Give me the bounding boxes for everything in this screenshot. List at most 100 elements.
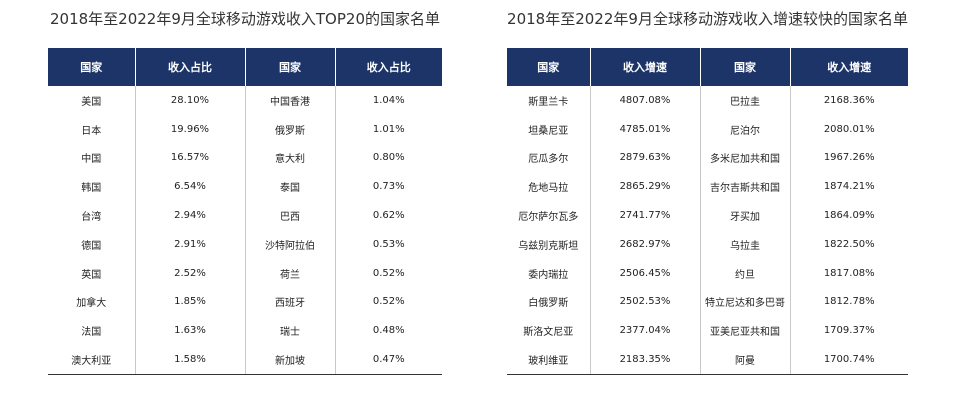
table-cell: 4785.01% — [589, 114, 700, 144]
table-cell: 加拿大 — [76, 298, 107, 310]
table-row: 白俄罗斯 2502.53% 特立尼达和多巴哥 1812.78% — [507, 287, 908, 317]
column-header: 收入占比 — [334, 48, 442, 86]
column-header: 国家 — [507, 48, 590, 86]
table-cell: 1700.74% — [789, 345, 908, 375]
table-cell: 2.94% — [134, 201, 245, 230]
table-cell: 斯洛文尼亚 — [523, 327, 574, 339]
table-cell: 0.62% — [334, 201, 442, 230]
table-row: 韩国 6.54% 泰国 0.73% — [48, 172, 442, 202]
column-header: 国家 — [48, 48, 135, 86]
table-cell: 台湾 — [81, 212, 102, 224]
table-cell: 荷兰 — [244, 258, 335, 288]
table-cell: 俄罗斯 — [244, 114, 335, 144]
table-cell: 亚美尼亚共和国 — [699, 316, 790, 346]
table-cell: 巴拉圭 — [699, 86, 790, 115]
table-cell: 1967.26% — [789, 143, 908, 173]
table-cell: 美国 — [81, 96, 102, 108]
table-cell: 泰国 — [244, 172, 335, 202]
table-cell: 19.96% — [134, 114, 245, 144]
table-cell: 乌拉圭 — [699, 229, 790, 259]
table-cell: 西班牙 — [244, 287, 335, 317]
table-cell: 2506.45% — [589, 258, 700, 288]
table-cell: 玻利维亚 — [507, 345, 590, 375]
table-cell: 2.52% — [134, 258, 245, 288]
table-row: 加拿大 1.85% 西班牙 0.52% — [48, 287, 442, 317]
table-cell: 吉尔吉斯共和国 — [699, 172, 790, 202]
table-row: 英国 2.52% 荷兰 0.52% — [48, 258, 442, 288]
table-title: 2018年至2022年9月全球移动游戏收入增速较快的国家名单 — [507, 10, 908, 28]
table-row: 厄瓜多尔 2879.63% 多米尼加共和国 1967.26% — [507, 143, 908, 173]
table-cell: 2168.36% — [789, 86, 908, 115]
table-row: 台湾 2.94% 巴西 0.62% — [48, 201, 442, 230]
table-cell: 1709.37% — [789, 316, 908, 346]
table-cell: 阿曼 — [699, 345, 790, 375]
table-cell: 1864.09% — [789, 201, 908, 230]
header-row: 国家 收入占比 国家 收入占比 — [48, 48, 442, 86]
table-cell: 1.58% — [134, 345, 245, 375]
table-row: 美国 28.10% 中国香港 1.04% — [48, 86, 442, 115]
column-header: 国家 — [699, 48, 790, 86]
table-cell: 1812.78% — [789, 287, 908, 317]
table-cell: 尼泊尔 — [699, 114, 790, 144]
table-cell: 约旦 — [699, 258, 790, 288]
column-header: 收入增速 — [789, 48, 908, 86]
table-cell: 厄瓜多尔 — [528, 154, 569, 166]
table-cell: 2741.77% — [589, 201, 700, 230]
table-cell: 2865.29% — [589, 172, 700, 202]
table-cell: 1817.08% — [789, 258, 908, 288]
table-cell: 0.73% — [334, 172, 442, 202]
table-cell: 0.47% — [334, 345, 442, 375]
table-row: 法国 1.63% 瑞士 0.48% — [48, 316, 442, 346]
table-cell: 乌兹别克斯坦 — [518, 240, 579, 252]
table-cell: 0.53% — [334, 229, 442, 259]
table-cell: 1.85% — [134, 287, 245, 317]
table-cell: 德国 — [81, 240, 102, 252]
table-cell: 危地马拉 — [528, 183, 569, 195]
table-cell: 1.04% — [334, 86, 442, 115]
table-cell: 2879.63% — [589, 143, 700, 173]
table-cell: 0.48% — [334, 316, 442, 346]
data-table: 国家 收入增速 国家 收入增速 斯里兰卡 4807.08% 巴拉圭 2168.36% 坦桑尼亚 4… — [507, 48, 908, 375]
table-row: 斯洛文尼亚 2377.04% 亚美尼亚共和国 1709.37% — [507, 316, 908, 346]
table-cell: 多米尼加共和国 — [699, 143, 790, 173]
table-cell: 斯里兰卡 — [528, 96, 569, 108]
table-row: 坦桑尼亚 4785.01% 尼泊尔 2080.01% — [507, 114, 908, 144]
column-header: 收入增速 — [589, 48, 700, 86]
table-cell: 中国 — [81, 154, 102, 166]
table-cell: 0.80% — [334, 143, 442, 173]
table-cell: 4807.08% — [589, 86, 700, 115]
table-row: 厄尔萨尔瓦多 2741.77% 牙买加 1864.09% — [507, 201, 908, 230]
table-cell: 2183.35% — [589, 345, 700, 375]
table-cell: 0.52% — [334, 287, 442, 317]
table-cell: 英国 — [81, 269, 102, 281]
table-cell: 28.10% — [134, 86, 245, 115]
table-cell: 沙特阿拉伯 — [244, 229, 335, 259]
table-cell: 2377.04% — [589, 316, 700, 346]
table-row: 中国 16.57% 意大利 0.80% — [48, 143, 442, 173]
table-cell: 1822.50% — [789, 229, 908, 259]
table-row: 乌兹别克斯坦 2682.97% 乌拉圭 1822.50% — [507, 229, 908, 259]
table-row: 斯里兰卡 4807.08% 巴拉圭 2168.36% — [507, 86, 908, 115]
table-cell: 1874.21% — [789, 172, 908, 202]
table-row: 日本 19.96% 俄罗斯 1.01% — [48, 114, 442, 144]
table-cell: 瑞士 — [244, 316, 335, 346]
table-title: 2018年至2022年9月全球移动游戏收入TOP20的国家名单 — [50, 10, 440, 28]
table-cell: 2502.53% — [589, 287, 700, 317]
table-cell: 巴西 — [244, 201, 335, 230]
table-cell: 委内瑞拉 — [528, 269, 569, 281]
table-cell: 新加坡 — [244, 345, 335, 375]
table-cell: 6.54% — [134, 172, 245, 202]
table-row: 委内瑞拉 2506.45% 约旦 1817.08% — [507, 258, 908, 288]
table-cell: 2682.97% — [589, 229, 700, 259]
table-cell: 1.01% — [334, 114, 442, 144]
table-cell: 坦桑尼亚 — [528, 125, 569, 137]
table-cell: 1.63% — [134, 316, 245, 346]
table-row: 澳大利亚 1.58% 新加坡 0.47% — [48, 345, 442, 375]
header-row: 国家 收入增速 国家 收入增速 — [507, 48, 908, 86]
column-header: 国家 — [244, 48, 335, 86]
table-cell: 意大利 — [244, 143, 335, 173]
table-cell: 2080.01% — [789, 114, 908, 144]
table-row: 玻利维亚 2183.35% 阿曼 1700.74% — [507, 345, 908, 375]
table-cell: 澳大利亚 — [48, 345, 135, 375]
